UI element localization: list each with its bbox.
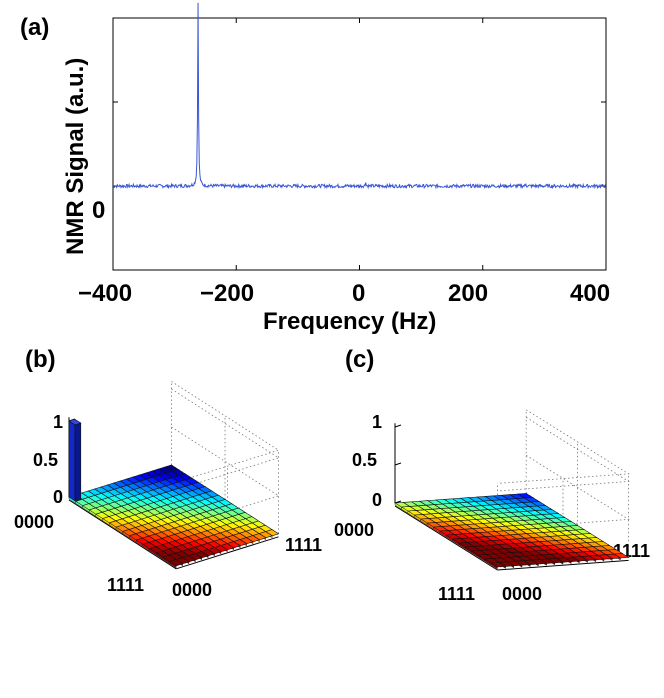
z-tick-label: 1 [372,412,383,432]
x-tick-label: 200 [448,280,489,307]
col-label-start: 0000 [172,580,213,600]
x-axis-label: Frequency (Hz) [263,308,437,335]
x-tick-label: 0 [352,280,366,307]
panel-label-b: (b) [25,346,56,373]
x-tick-label: −200 [200,280,255,307]
plot-frame [112,17,607,271]
row-label-start: 0000 [14,512,55,532]
x-axis-edge [68,499,177,570]
spectrum-line [112,2,607,190]
row-label-end: 1111 [438,584,476,604]
peak-bar-front [68,420,76,502]
y-tick-label: 0 [92,197,106,224]
bar3d-panel [68,381,280,570]
z-tick-label: 0.5 [352,450,378,470]
panel-label-a: (a) [20,14,50,41]
z-tick-mark [394,424,402,428]
z-tick-label: 0 [53,487,64,507]
floor-bar-side [394,502,402,510]
row-label-end: 1111 [107,575,145,595]
y-axis-edge [497,559,629,571]
y-axis-edge [176,536,279,570]
grid-line [497,417,630,492]
x-axis-edge [394,505,498,571]
peak-bar-side [74,422,82,502]
x-tick-label: −400 [78,280,133,307]
x-tick-label: 400 [570,280,611,307]
bar3d-panel [394,409,630,571]
panel-label-c: (c) [345,346,375,373]
row-label-start: 0000 [334,520,375,540]
grid-line [497,409,630,484]
col-label-end: 1111 [285,535,323,555]
z-tick-label: 0.5 [33,450,59,470]
z-tick-mark [394,462,402,466]
col-label-start: 0000 [502,584,543,604]
z-tick-label: 1 [53,412,64,432]
z-tick-label: 0 [372,490,383,510]
peak-bar-top [68,418,82,426]
